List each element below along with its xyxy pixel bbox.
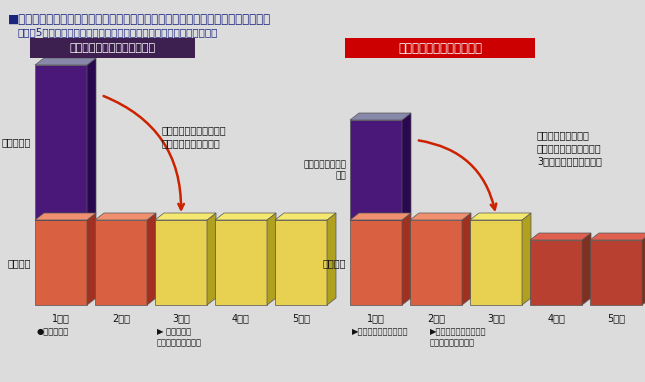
Text: 1年目: 1年目 bbox=[367, 313, 385, 323]
Polygon shape bbox=[95, 213, 156, 220]
Text: （注：5年間回収モデル。既存システム資産の規模により実態は様々）: （注：5年間回収モデル。既存システム資産の規模により実態は様々） bbox=[18, 27, 219, 37]
Text: 4年目: 4年目 bbox=[232, 313, 250, 323]
Polygon shape bbox=[350, 220, 402, 305]
Text: レガシーマイグレーション: レガシーマイグレーション bbox=[398, 42, 482, 55]
Polygon shape bbox=[267, 213, 276, 305]
Polygon shape bbox=[522, 213, 531, 305]
Polygon shape bbox=[155, 220, 207, 305]
Polygon shape bbox=[350, 113, 411, 120]
Text: ■全面再構築による、開発コストと投資回収期間をマイグレーションと比較した例: ■全面再構築による、開発コストと投資回収期間をマイグレーションと比較した例 bbox=[8, 13, 271, 26]
Text: 年間費用: 年間費用 bbox=[322, 258, 346, 268]
Polygon shape bbox=[87, 58, 96, 220]
Polygon shape bbox=[642, 233, 645, 305]
Polygon shape bbox=[95, 220, 147, 305]
Polygon shape bbox=[530, 240, 582, 305]
Polygon shape bbox=[30, 38, 195, 58]
Text: ▶ 再構築完了
メインフレーム廃去: ▶ 再構築完了 メインフレーム廃去 bbox=[157, 327, 202, 347]
Polygon shape bbox=[530, 233, 591, 240]
Text: 5年目: 5年目 bbox=[292, 313, 310, 323]
Text: マイグレーション
費用: マイグレーション 費用 bbox=[303, 160, 346, 180]
Text: 2年目: 2年目 bbox=[112, 313, 130, 323]
Polygon shape bbox=[590, 240, 642, 305]
Text: 3年目: 3年目 bbox=[487, 313, 505, 323]
Text: ▶マイグレーション完了
メインフレーム廃去: ▶マイグレーション完了 メインフレーム廃去 bbox=[430, 327, 486, 347]
Polygon shape bbox=[410, 213, 471, 220]
Polygon shape bbox=[350, 120, 402, 220]
Text: 再構築費用: 再構築費用 bbox=[2, 137, 31, 147]
Polygon shape bbox=[402, 213, 411, 305]
Text: 全面再構築（新規作り直し）: 全面再構築（新規作り直し） bbox=[70, 43, 155, 53]
Text: 再構築費用やコスト削減
効果のメドが立つか？: 再構築費用やコスト削減 効果のメドが立つか？ bbox=[162, 125, 226, 148]
Text: 3年目: 3年目 bbox=[172, 313, 190, 323]
Polygon shape bbox=[470, 220, 522, 305]
Polygon shape bbox=[462, 213, 471, 305]
Polygon shape bbox=[350, 213, 411, 220]
Polygon shape bbox=[35, 65, 87, 220]
Polygon shape bbox=[147, 213, 156, 305]
Polygon shape bbox=[207, 213, 216, 305]
Polygon shape bbox=[590, 233, 645, 240]
Text: 年間経費の削減分で
マイグレーション費用を
3年以内で回収できるか: 年間経費の削減分で マイグレーション費用を 3年以内で回収できるか bbox=[537, 130, 602, 167]
Polygon shape bbox=[402, 113, 411, 220]
Text: 4年目: 4年目 bbox=[547, 313, 565, 323]
Polygon shape bbox=[327, 213, 336, 305]
Polygon shape bbox=[215, 213, 276, 220]
Polygon shape bbox=[87, 213, 96, 305]
Text: 2年目: 2年目 bbox=[427, 313, 445, 323]
Polygon shape bbox=[275, 220, 327, 305]
Text: 年間費用: 年間費用 bbox=[8, 258, 31, 268]
Polygon shape bbox=[155, 213, 216, 220]
Polygon shape bbox=[215, 220, 267, 305]
Polygon shape bbox=[35, 58, 96, 65]
Text: ●再構築開始: ●再構築開始 bbox=[37, 327, 69, 336]
Polygon shape bbox=[345, 38, 535, 58]
Text: 5年目: 5年目 bbox=[607, 313, 625, 323]
Polygon shape bbox=[582, 233, 591, 305]
Polygon shape bbox=[35, 220, 87, 305]
Polygon shape bbox=[35, 213, 96, 220]
Polygon shape bbox=[470, 213, 531, 220]
Polygon shape bbox=[410, 220, 462, 305]
Text: ▶マイグレーション開始: ▶マイグレーション開始 bbox=[352, 327, 408, 336]
Text: 1年目: 1年目 bbox=[52, 313, 70, 323]
Polygon shape bbox=[275, 213, 336, 220]
